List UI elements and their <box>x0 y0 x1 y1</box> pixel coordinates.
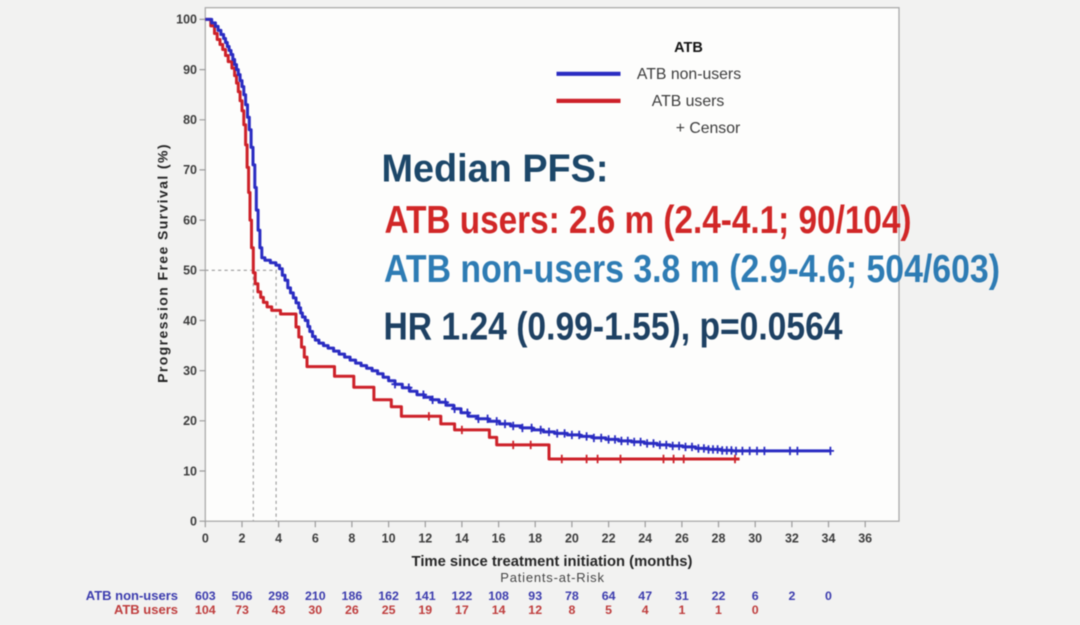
svg-text:73: 73 <box>235 603 249 617</box>
svg-text:14: 14 <box>455 532 469 546</box>
svg-text:603: 603 <box>195 589 216 603</box>
svg-text:141: 141 <box>415 589 436 603</box>
svg-text:0: 0 <box>752 603 759 617</box>
svg-text:30: 30 <box>748 532 762 546</box>
svg-text:5: 5 <box>605 603 612 617</box>
svg-text:14: 14 <box>492 603 506 617</box>
svg-text:43: 43 <box>272 603 286 617</box>
svg-text:32: 32 <box>785 532 799 546</box>
svg-text:8: 8 <box>568 603 575 617</box>
svg-text:ATB: ATB <box>674 40 703 56</box>
svg-text:0: 0 <box>202 532 209 546</box>
svg-text:93: 93 <box>528 589 542 603</box>
svg-text:20: 20 <box>183 414 197 428</box>
svg-text:28: 28 <box>712 532 726 546</box>
svg-text:30: 30 <box>308 603 322 617</box>
svg-text:Time since treatment initiatio: Time since treatment initiation (months) <box>412 554 693 570</box>
svg-text:HR 1.24 (0.99-1.55), p=0.0564: HR 1.24 (0.99-1.55), p=0.0564 <box>384 306 843 349</box>
svg-text:26: 26 <box>345 603 359 617</box>
svg-text:Median PFS:: Median PFS: <box>382 148 609 191</box>
svg-text:2: 2 <box>788 589 795 603</box>
svg-text:162: 162 <box>378 589 399 603</box>
svg-text:4: 4 <box>275 532 282 546</box>
svg-text:16: 16 <box>492 532 506 546</box>
svg-text:22: 22 <box>712 589 726 603</box>
svg-text:506: 506 <box>232 589 253 603</box>
svg-text:22: 22 <box>602 532 616 546</box>
svg-text:0: 0 <box>190 515 197 529</box>
svg-text:90: 90 <box>183 63 197 77</box>
svg-text:24: 24 <box>638 532 652 546</box>
svg-text:17: 17 <box>455 603 469 617</box>
svg-text:78: 78 <box>565 589 579 603</box>
svg-text:34: 34 <box>822 532 836 546</box>
svg-text:104: 104 <box>195 603 216 617</box>
svg-text:1: 1 <box>715 603 722 617</box>
svg-text:31: 31 <box>675 589 689 603</box>
svg-text:12: 12 <box>528 603 542 617</box>
svg-text:30: 30 <box>183 364 197 378</box>
svg-text:ATB users: 2.6 m (2.4-4.1; 90/: ATB users: 2.6 m (2.4-4.1; 90/104) <box>385 199 912 242</box>
svg-text:Progression Free Survival (%): Progression Free Survival (%) <box>155 143 171 383</box>
svg-text:60: 60 <box>183 213 197 227</box>
svg-text:ATB non-users: ATB non-users <box>86 588 178 603</box>
svg-text:Patients-at-Risk: Patients-at-Risk <box>500 570 605 585</box>
svg-text:ATB non-users: ATB non-users <box>637 66 741 83</box>
svg-text:122: 122 <box>452 589 473 603</box>
svg-text:10: 10 <box>382 532 396 546</box>
svg-text:12: 12 <box>418 532 432 546</box>
svg-text:36: 36 <box>858 532 872 546</box>
svg-text:25: 25 <box>382 603 396 617</box>
svg-text:186: 186 <box>342 589 363 603</box>
svg-text:298: 298 <box>268 589 289 603</box>
svg-text:80: 80 <box>183 113 197 127</box>
svg-text:10: 10 <box>183 464 197 478</box>
svg-text:64: 64 <box>602 589 616 603</box>
svg-text:19: 19 <box>418 603 432 617</box>
svg-text:6: 6 <box>752 589 759 603</box>
svg-text:210: 210 <box>305 589 326 603</box>
svg-text:2: 2 <box>239 532 246 546</box>
svg-text:50: 50 <box>183 264 197 278</box>
svg-text:ATB users: ATB users <box>652 93 725 110</box>
svg-text:47: 47 <box>638 589 652 603</box>
svg-text:100: 100 <box>176 13 197 27</box>
svg-text:108: 108 <box>488 589 509 603</box>
svg-text:+ Censor: + Censor <box>676 120 741 137</box>
svg-text:4: 4 <box>642 603 649 617</box>
svg-text:ATB non-users 3.8 m (2.9-4.6;: ATB non-users 3.8 m (2.9-4.6; 504/603) <box>384 248 1000 291</box>
svg-text:70: 70 <box>183 163 197 177</box>
svg-text:1: 1 <box>678 603 685 617</box>
svg-text:26: 26 <box>675 532 689 546</box>
svg-text:20: 20 <box>565 532 579 546</box>
svg-text:40: 40 <box>183 314 197 328</box>
svg-text:6: 6 <box>312 532 319 546</box>
svg-text:ATB users: ATB users <box>114 602 178 617</box>
svg-text:18: 18 <box>528 532 542 546</box>
svg-text:8: 8 <box>348 532 355 546</box>
svg-text:0: 0 <box>825 589 832 603</box>
